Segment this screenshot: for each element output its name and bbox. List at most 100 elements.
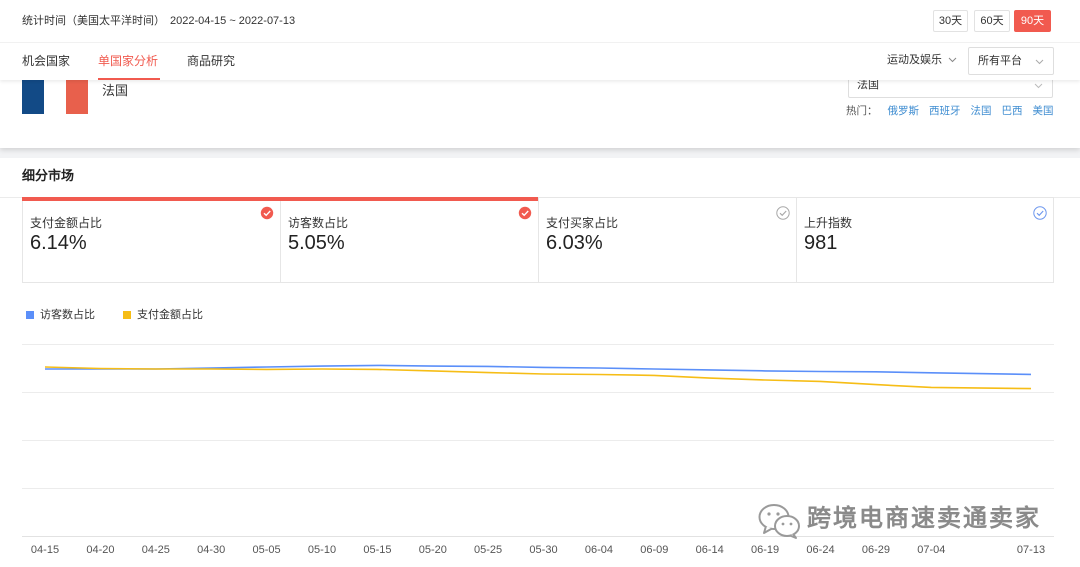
stat-period-label: 统计时间（美国太平洋时间） (22, 15, 165, 27)
watermark-text: 跨境电商速卖通卖家 (807, 505, 1041, 532)
x-tick-label: 06-19 (751, 544, 779, 556)
data-point[interactable] (596, 372, 602, 378)
top-bar: 统计时间（美国太平洋时间） 2022-04-15 ~ 2022-07-13 30天… (0, 0, 1080, 43)
check-circle-icon[interactable] (260, 206, 274, 220)
x-tick-label: 04-15 (31, 544, 59, 556)
x-tick-label: 04-25 (142, 544, 170, 556)
data-point[interactable] (651, 366, 657, 372)
x-tick-label: 06-04 (585, 544, 613, 556)
selected-indicator (280, 197, 539, 201)
metric-label: 访客数占比 (288, 216, 349, 230)
data-point[interactable] (707, 375, 713, 381)
metric-card-rising-index[interactable]: 上升指数 981 (796, 197, 1054, 283)
data-point[interactable] (818, 378, 824, 384)
france-flag-blue-stripe (22, 70, 44, 114)
chevron-down-icon (1034, 83, 1043, 89)
data-point[interactable] (153, 366, 159, 372)
x-tick-label: 07-13 (1017, 544, 1045, 556)
segment-market-panel: 细分市场 支付金额占比 6.14% 访客数占比 5.05% 支付买家占比 6.0… (0, 158, 1080, 567)
country-name: 法国 (102, 83, 129, 98)
data-point[interactable] (97, 366, 103, 372)
tab-opportunity-countries[interactable]: 机会国家 (22, 54, 71, 68)
data-point[interactable] (651, 372, 657, 378)
hot-country-link[interactable]: 法国 (970, 105, 992, 117)
data-point[interactable] (485, 370, 491, 376)
chevron-down-icon (948, 57, 957, 63)
data-point[interactable] (873, 369, 879, 375)
metric-label: 上升指数 (804, 216, 853, 230)
x-tick-label: 06-09 (640, 544, 668, 556)
data-point[interactable] (928, 370, 934, 376)
france-flag-red-stripe (66, 70, 88, 114)
legend-swatch (123, 311, 131, 319)
x-tick-label: 04-30 (197, 544, 225, 556)
legend-swatch (26, 311, 34, 319)
check-circle-icon[interactable] (1033, 206, 1047, 220)
data-point[interactable] (873, 382, 879, 388)
x-tick-label: 05-30 (529, 544, 557, 556)
selected-indicator (22, 197, 281, 201)
hot-country-link[interactable]: 美国 (1032, 105, 1054, 117)
tab-single-country-analysis[interactable]: 单国家分析 (98, 54, 159, 68)
metric-value: 6.14% (30, 232, 87, 254)
hot-countries: 热门： 俄罗斯 西班牙 法国 巴西 美国 (846, 104, 1054, 118)
data-point[interactable] (541, 371, 547, 377)
tab-product-research[interactable]: 商品研究 (187, 54, 236, 68)
stat-period: 统计时间（美国太平洋时间） 2022-04-15 ~ 2022-07-13 (22, 14, 295, 28)
metric-label: 支付买家占比 (546, 216, 619, 230)
x-tick-label: 05-05 (253, 544, 281, 556)
x-tick-label: 06-14 (696, 544, 724, 556)
data-point[interactable] (42, 364, 48, 370)
active-tab-underline (98, 78, 160, 80)
platform-select-value: 所有平台 (978, 55, 1022, 67)
legend-label[interactable]: 支付金额占比 (137, 309, 203, 321)
section-title: 细分市场 (22, 168, 75, 183)
legend-label[interactable]: 访客数占比 (40, 309, 95, 321)
platform-select[interactable]: 所有平台 (968, 47, 1054, 75)
metric-value: 981 (804, 232, 838, 254)
x-tick-label: 05-20 (419, 544, 447, 556)
x-tick-label: 06-24 (806, 544, 834, 556)
category-dropdown-label: 运动及娱乐 (887, 54, 942, 66)
metric-label: 支付金额占比 (30, 216, 103, 230)
data-point[interactable] (596, 365, 602, 371)
data-point[interactable] (707, 367, 713, 373)
hot-country-link[interactable]: 西班牙 (929, 105, 961, 117)
data-point[interactable] (319, 366, 325, 372)
data-point[interactable] (762, 368, 768, 374)
data-point[interactable] (485, 363, 491, 369)
data-point[interactable] (1028, 386, 1034, 392)
metric-card-buyer-share[interactable]: 支付买家占比 6.03% (538, 197, 797, 283)
metric-value: 6.03% (546, 232, 603, 254)
range-button-30d[interactable]: 30天 (933, 10, 968, 32)
category-dropdown[interactable]: 运动及娱乐 (887, 53, 957, 67)
data-point[interactable] (762, 377, 768, 383)
hot-country-link[interactable]: 俄罗斯 (887, 105, 920, 117)
data-point[interactable] (818, 369, 824, 375)
trend-line-chart: 04-15 04-20 04-25 04-30 05-05 05-10 05-15 05-20… (22, 344, 1054, 556)
x-tick-label: 06-29 (862, 544, 890, 556)
x-tick-label: 04-20 (86, 544, 114, 556)
data-point[interactable] (208, 366, 214, 372)
data-point[interactable] (928, 384, 934, 390)
stat-date-range: 2022-04-15 ~ 2022-07-13 (170, 15, 296, 27)
data-point[interactable] (430, 368, 436, 374)
data-point[interactable] (1028, 371, 1034, 377)
x-tick-label: 05-15 (363, 544, 391, 556)
check-circle-icon[interactable] (776, 206, 790, 220)
check-circle-icon[interactable] (518, 206, 532, 220)
data-point[interactable] (541, 364, 547, 370)
hot-country-link[interactable]: 巴西 (1001, 105, 1023, 117)
metric-card-payment-amount-share[interactable]: 支付金额占比 6.14% (22, 197, 281, 283)
chevron-down-icon (1035, 59, 1044, 65)
x-tick-label: 05-10 (308, 544, 336, 556)
range-button-90d[interactable]: 90天 (1014, 10, 1051, 32)
metric-value: 5.05% (288, 232, 345, 254)
series-line (44, 366, 1032, 390)
range-button-60d[interactable]: 60天 (974, 10, 1010, 32)
metric-card-visitor-share[interactable]: 访客数占比 5.05% (280, 197, 539, 283)
country-select-value: 法国 (857, 79, 879, 91)
series-line (45, 364, 1032, 376)
data-point[interactable] (264, 366, 270, 372)
data-point[interactable] (374, 366, 380, 372)
